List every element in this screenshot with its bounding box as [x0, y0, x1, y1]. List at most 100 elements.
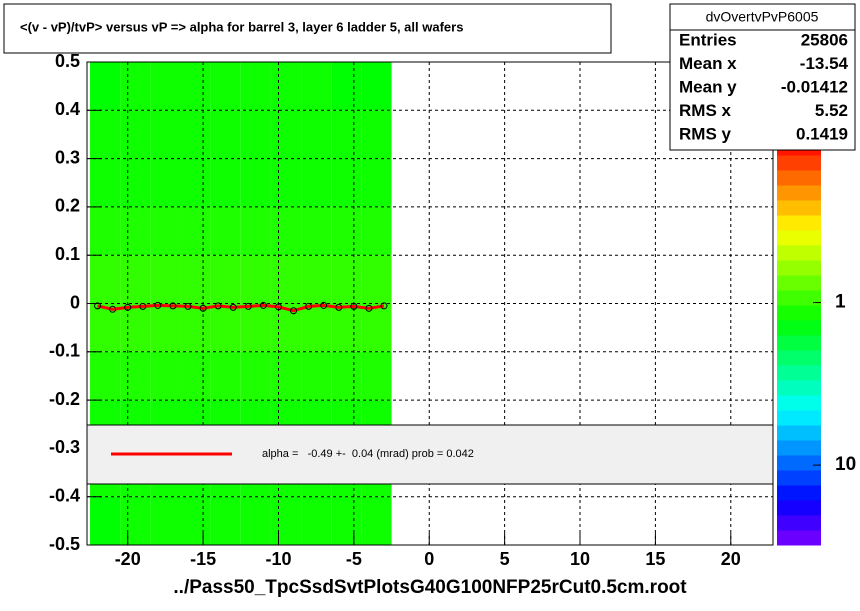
color-bar-segment — [777, 185, 821, 201]
title-box — [3, 3, 612, 54]
heatmap-cell — [361, 62, 392, 111]
heatmap-cell — [210, 158, 241, 207]
profile-point — [335, 303, 343, 311]
heatmap-cell — [301, 206, 332, 256]
heatmap-cell — [90, 496, 121, 545]
stats-value: -0.01412 — [781, 77, 848, 96]
color-bar-segment — [777, 260, 821, 276]
profile-point — [290, 307, 298, 315]
heatmap-cell — [120, 62, 151, 111]
profile-point — [259, 301, 267, 309]
heatmap-cell — [150, 351, 181, 401]
x-tick-label: 15 — [645, 549, 665, 569]
color-bar-segment — [777, 290, 821, 306]
heatmap-cell — [331, 206, 362, 256]
profile-point — [109, 305, 117, 313]
heatmap-cell — [301, 351, 332, 401]
heatmap-cell — [210, 62, 241, 111]
color-bar-segment — [777, 425, 821, 441]
heatmap-cell — [180, 110, 211, 159]
z-tick-label: 1 — [835, 292, 846, 313]
heatmap-cell — [240, 351, 271, 401]
color-bar-segment — [777, 410, 821, 426]
stats-value: 25806 — [801, 30, 848, 49]
color-bar-segment — [777, 305, 821, 321]
heatmap-cell — [270, 158, 302, 207]
stats-label: RMS x — [679, 101, 732, 120]
x-tick-label: 0 — [424, 549, 434, 569]
heatmap-cell — [180, 255, 211, 304]
heatmap-cell — [210, 255, 241, 304]
heatmap-cell — [331, 110, 362, 159]
color-bar-segment — [777, 320, 821, 336]
heatmap-cell — [150, 255, 181, 304]
heatmap-cell — [331, 303, 362, 352]
x-tick-label: 20 — [721, 549, 741, 569]
profile-point — [229, 303, 237, 311]
heatmap-cell — [301, 303, 332, 352]
heatmap-cell — [240, 303, 271, 352]
y-tick-label: -0.1 — [49, 341, 80, 361]
heatmap-cell — [120, 496, 151, 545]
color-bar-segment — [777, 275, 821, 291]
color-bar-segment — [777, 335, 821, 351]
heatmap-cell — [301, 62, 332, 111]
heatmap-cell — [361, 303, 392, 352]
color-bar-segment — [777, 440, 821, 456]
heatmap-cell — [210, 496, 241, 545]
x-axis-label: ../Pass50_TpcSsdSvtPlotsG40G100NFP25rCut… — [173, 577, 687, 598]
profile-point — [184, 302, 192, 310]
heatmap-cell — [90, 206, 121, 256]
plot-frame — [86, 61, 774, 546]
x-tick-label: -20 — [115, 549, 141, 569]
heatmap-cell — [180, 351, 211, 401]
profile-point — [320, 301, 328, 309]
stats-box — [669, 3, 856, 151]
heatmap-cell — [361, 496, 392, 545]
heatmap-cell — [270, 351, 302, 401]
stats-label: RMS y — [679, 124, 732, 143]
heatmap-cell — [150, 158, 181, 207]
heatmap-cell — [210, 351, 241, 401]
heatmap-cell — [361, 351, 392, 401]
heatmap-cell — [180, 206, 211, 256]
heatmap-cell — [150, 110, 181, 159]
heatmap-cell — [180, 496, 211, 545]
heatmap-cell — [90, 110, 121, 159]
heatmap-cell — [270, 62, 302, 111]
stats-label: Entries — [679, 30, 737, 49]
heatmap-cell — [210, 303, 241, 352]
profile-point — [199, 304, 207, 312]
heatmap-cell — [120, 351, 151, 401]
heatmap-cell — [361, 158, 392, 207]
heatmap-cell — [90, 255, 121, 304]
profile-point — [154, 301, 162, 309]
heatmap-cell — [150, 496, 181, 545]
heatmap-cell — [331, 158, 362, 207]
heatmap-cell — [90, 158, 121, 207]
x-tick-label: 5 — [500, 549, 510, 569]
heatmap-cell — [270, 255, 302, 304]
heatmap-cell — [301, 255, 332, 304]
color-bar-segment — [777, 155, 821, 171]
heatmap-cell — [301, 496, 332, 545]
heatmap-cell — [210, 110, 241, 159]
heatmap-cell — [270, 110, 302, 159]
color-bar-segment — [777, 365, 821, 381]
color-bar-segment — [777, 455, 821, 471]
legend-text: alpha = -0.49 +- 0.04 (mrad) prob = 0.04… — [262, 448, 474, 460]
heatmap-cell — [240, 158, 271, 207]
heatmap-cell — [120, 110, 151, 159]
y-tick-label: -0.4 — [49, 485, 80, 505]
stats-value: -13.54 — [800, 54, 849, 73]
color-bar-segment — [777, 200, 821, 216]
profile-point — [139, 302, 147, 310]
stats-name: dvOvertvPvP6005 — [706, 9, 819, 25]
heatmap-cell — [331, 62, 362, 111]
x-tick-label: -10 — [265, 549, 291, 569]
chart-title: <(v - vP)/tvP> versus vP => alpha for ba… — [20, 19, 463, 34]
heatmap-cell — [240, 62, 271, 111]
heatmap-cell — [270, 206, 302, 256]
heatmap-cell — [150, 206, 181, 256]
